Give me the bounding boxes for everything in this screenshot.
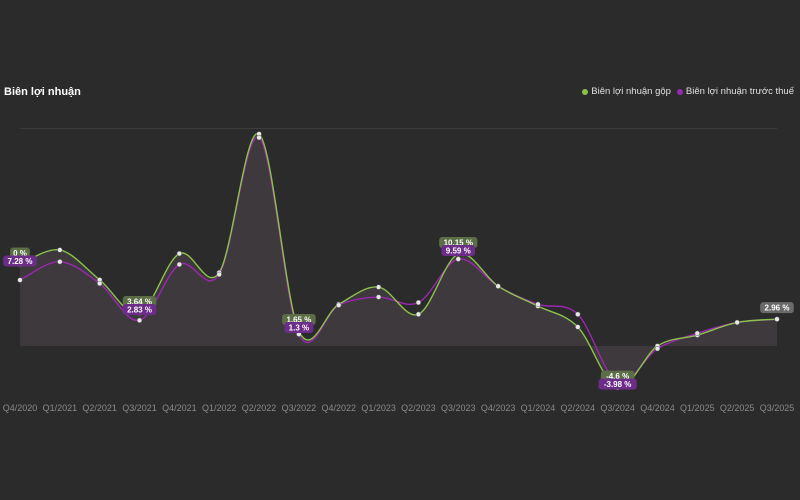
data-point-s1-17 (694, 330, 700, 336)
x-tick-label: Q2/2021 (82, 403, 117, 413)
data-point-s0-4 (176, 250, 183, 257)
x-tick-label: Q3/2025 (760, 403, 795, 413)
data-point-s1-3 (136, 317, 143, 324)
data-label-s0-7: 1.65 % (286, 316, 311, 325)
x-tick-label: Q3/2024 (600, 403, 635, 413)
data-point-s1-8 (336, 302, 342, 308)
x-tick-label: Q4/2023 (481, 403, 516, 413)
chart-title: Biên lợi nhuận (4, 86, 81, 98)
data-label-s1-7: 1.3 % (289, 324, 309, 333)
x-tick-label: Q2/2022 (242, 403, 277, 413)
x-tick-label: Q2/2024 (561, 403, 596, 413)
data-point-s1-4 (176, 261, 183, 268)
x-tick-label: Q4/2022 (321, 403, 356, 413)
x-tick-label: Q4/2021 (162, 403, 197, 413)
data-point-s0-1 (57, 247, 63, 253)
data-label-s0-11: 10.15 % (444, 239, 473, 248)
legend-item-pretax[interactable]: Biên lợi nhuận trước thuế (676, 86, 794, 97)
data-label-s1-15: -3.98 % (604, 380, 632, 389)
x-tick-label: Q1/2024 (521, 403, 556, 413)
legend-dot-pretax (676, 88, 683, 95)
data-point-s1-19 (774, 316, 780, 322)
data-point-s1-14 (575, 311, 581, 317)
data-point-s1-18 (734, 319, 740, 326)
x-tick-label: Q3/2022 (282, 403, 317, 413)
data-point-s1-9 (375, 294, 382, 300)
x-tick-label: Q2/2023 (401, 403, 436, 413)
data-label-s0-15: -4.6 % (606, 372, 629, 381)
data-point-s0-10 (415, 311, 422, 317)
data-label-s1-11: 9.59 % (446, 247, 471, 256)
x-tick-label: Q1/2021 (43, 403, 78, 413)
area-fill (20, 133, 777, 388)
data-label-s1-3: 2.83 % (127, 306, 152, 315)
data-label-bg-s1-11 (441, 245, 476, 257)
data-label-s0-0: 0 % (13, 249, 27, 258)
data-label-s0-3: 3.64 % (127, 298, 152, 307)
x-tick-label: Q4/2024 (640, 403, 675, 413)
data-label-s0-19: 2.96 % (765, 304, 790, 313)
x-tick-label: Q1/2025 (680, 403, 715, 413)
legend-label-pretax: Biên lợi nhuận trước thuế (685, 86, 794, 97)
data-point-s1-10 (415, 299, 422, 306)
data-point-s1-12 (495, 283, 501, 289)
data-point-s1-11 (455, 256, 461, 262)
x-tick-label: Q3/2023 (441, 403, 476, 413)
series-line-0 (19, 133, 778, 389)
data-point-s1-0 (17, 277, 23, 283)
data-point-s0-9 (375, 284, 382, 290)
data-label-bg-s1-0 (3, 255, 37, 267)
x-tick-label: Q1/2023 (361, 403, 396, 413)
data-point-s1-2 (97, 280, 103, 287)
data-label-bg-s1-3 (122, 304, 157, 316)
x-tick-label: Q2/2025 (720, 403, 755, 413)
x-tick-label: Q4/2020 (3, 403, 38, 413)
data-point-s0-14 (575, 324, 581, 330)
x-tick-label: Q1/2022 (202, 403, 237, 413)
data-point-s1-16 (654, 346, 661, 352)
data-point-s1-6 (256, 134, 262, 141)
legend-item-gross[interactable]: Biên lợi nhuận gộp (582, 86, 671, 97)
legend: Biên lợi nhuận gộp Biên lợi nhuận trước … (576, 86, 794, 97)
data-point-s1-1 (57, 259, 63, 265)
data-label-s1-0: 7.28 % (8, 257, 33, 266)
data-label-bg-s1-15 (598, 378, 637, 390)
legend-label-gross: Biên lợi nhuận gộp (591, 86, 671, 97)
data-label-bg-s0-19 (760, 302, 794, 314)
data-point-s1-5 (216, 271, 222, 278)
data-point-s1-13 (535, 301, 541, 307)
data-label-bg-s1-7 (284, 322, 314, 334)
x-tick-label: Q3/2021 (122, 403, 157, 413)
legend-dot-gross (582, 88, 589, 95)
